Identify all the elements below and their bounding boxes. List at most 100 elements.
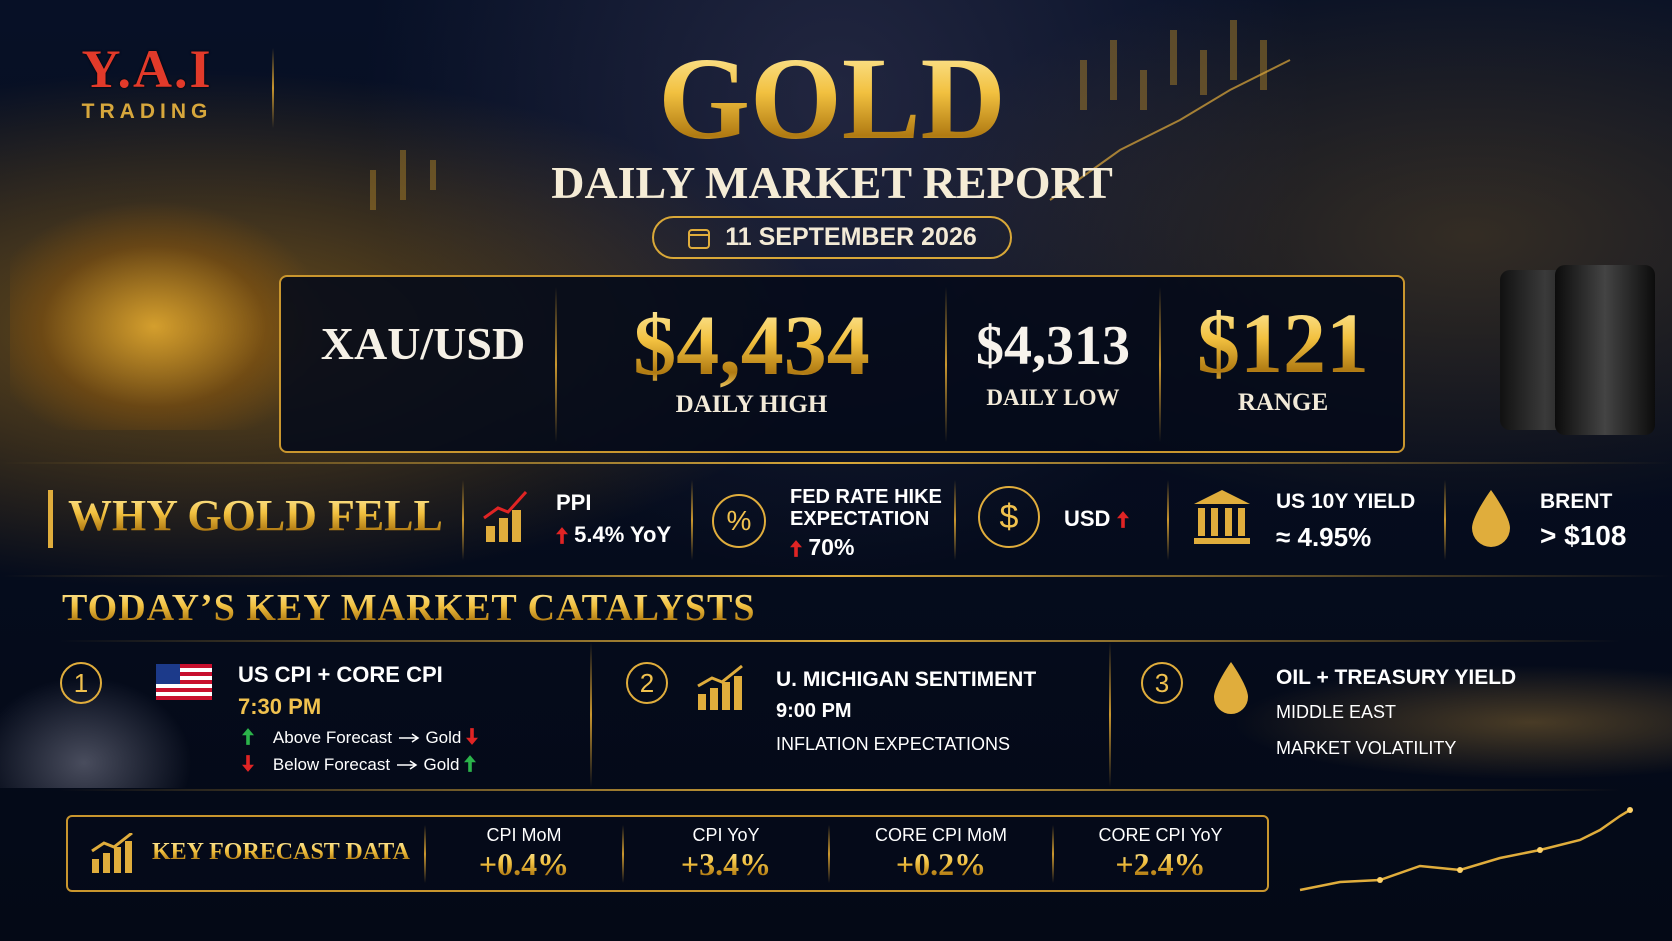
forecast-panel: KEY FORECAST DATA CPI MoM +0.4% CPI YoY +3… xyxy=(66,815,1269,892)
stat-value: $121 xyxy=(1161,297,1405,389)
calendar-icon xyxy=(688,228,711,249)
chart-icon xyxy=(697,664,743,710)
separator xyxy=(60,789,1620,791)
up-arrow xyxy=(790,540,802,557)
drop-icon xyxy=(1214,662,1248,714)
bank-icon xyxy=(1194,490,1250,544)
rule-result: Gold xyxy=(425,728,462,747)
background-candles xyxy=(370,20,1291,210)
separator xyxy=(0,575,1672,577)
logo: Y.A.I TRADING xyxy=(62,38,232,124)
factor: US 10Y YIELD ≈ 4.95% xyxy=(1192,486,1442,552)
price-panel: XAU/USD $4,434 DAILY HIGH $4,313 DAILY L… xyxy=(279,275,1405,453)
catalyst-time: 9:00 PM xyxy=(776,700,852,722)
factor-label: FED RATE HIKE EXPECTATION xyxy=(790,486,942,530)
factor-detail: 70% xyxy=(790,534,854,561)
catalyst: 3 OIL + TREASURY YIELD MIDDLE EAST MARKE… xyxy=(1111,642,1672,788)
forecast-item: CPI YoY +3.4% xyxy=(624,825,828,883)
up-arrow xyxy=(556,527,568,544)
forecast-value: +2.4% xyxy=(1054,846,1267,883)
divider xyxy=(555,287,557,442)
divider xyxy=(622,825,624,883)
decorative-trend xyxy=(1299,807,1633,892)
symbol: XAU/USD xyxy=(320,318,526,369)
why-title: WHY GOLD FELL xyxy=(68,491,443,540)
divider xyxy=(590,642,592,787)
rule-result: Gold xyxy=(423,755,460,774)
factor-detail-text: 70% xyxy=(808,534,855,560)
logo-brand: Y.A.I xyxy=(81,39,213,99)
catalyst-line: MARKET VOLATILITY xyxy=(1276,738,1457,758)
catalyst: 1 US CPI + CORE CPI 7:30 PM Above Foreca… xyxy=(0,642,590,788)
up-arrow xyxy=(242,728,254,745)
catalyst-title: US CPI + CORE CPI xyxy=(238,662,443,687)
date-pill: 11 SEPTEMBER 2026 xyxy=(652,216,1012,259)
down-arrow xyxy=(466,728,479,745)
barrel-art xyxy=(1555,265,1655,435)
forecast-label: CPI MoM xyxy=(486,825,562,845)
forecast-label: CPI YoY xyxy=(692,825,760,845)
forecast-item: CORE CPI YoY +2.4% xyxy=(1054,825,1267,883)
right-arrow xyxy=(396,760,418,770)
factor-detail: 5.4% YoY xyxy=(556,522,671,548)
up-arrow xyxy=(464,755,477,772)
down-arrow xyxy=(242,755,254,772)
catalyst-title: OIL + TREASURY YIELD xyxy=(1276,666,1517,689)
divider xyxy=(424,825,426,883)
rule-condition: Above Forecast xyxy=(272,728,392,747)
divider xyxy=(272,48,274,128)
catalyst: 2 U. MICHIGAN SENTIMENT 9:00 PM INFLATIO… xyxy=(592,642,1109,788)
stat: $4,313 DAILY LOW xyxy=(947,277,1159,411)
up-arrow xyxy=(1116,511,1129,528)
drop-icon xyxy=(1472,490,1510,547)
forecast-item: CORE CPI MoM +0.2% xyxy=(830,825,1052,883)
separator xyxy=(60,640,1620,642)
divider xyxy=(691,480,693,560)
stat-label: DAILY LOW xyxy=(986,385,1120,410)
logo-tagline: TRADING xyxy=(81,100,213,123)
forecast-label: CORE CPI MoM xyxy=(874,825,1007,845)
percent-icon: % xyxy=(712,494,766,548)
forecast-title: KEY FORECAST DATA xyxy=(152,839,410,865)
rule-condition: Below Forecast xyxy=(272,755,391,774)
accent-bar xyxy=(48,490,53,548)
factor: PPI 5.4% YoY xyxy=(482,486,682,552)
catalyst-number: 3 xyxy=(1141,662,1183,704)
chart-icon xyxy=(91,833,133,873)
stat-value: $4,434 xyxy=(557,299,946,391)
factor: BRENT > $108 xyxy=(1468,486,1668,552)
divider xyxy=(1052,825,1054,883)
divider xyxy=(828,825,830,883)
title: GOLD xyxy=(532,36,1132,161)
catalyst-number: 2 xyxy=(626,662,668,704)
catalyst-line: INFLATION EXPECTATIONS xyxy=(776,734,1011,754)
divider xyxy=(1109,642,1111,787)
stat: $121 RANGE xyxy=(1161,277,1405,417)
factor: % FED RATE HIKE EXPECTATION 70% xyxy=(710,484,950,560)
catalyst-number: 1 xyxy=(60,662,102,704)
us-flag xyxy=(156,664,212,700)
stat-value: $4,313 xyxy=(976,315,1130,377)
separator xyxy=(0,462,1672,464)
rule: Below Forecast Gold xyxy=(242,755,477,775)
factor-detail: ≈ 4.95% xyxy=(1276,522,1372,552)
divider xyxy=(954,480,956,560)
date: 11 SEPTEMBER 2026 xyxy=(725,223,977,251)
factor-label: USD xyxy=(1064,506,1129,532)
subtitle: DAILY MARKET REPORT xyxy=(551,157,1113,208)
stat: $4,434 DAILY HIGH xyxy=(557,277,946,419)
gold-bar-art xyxy=(10,200,330,430)
factor-detail-text: 5.4% YoY xyxy=(574,522,672,547)
catalyst-title: U. MICHIGAN SENTIMENT xyxy=(776,668,1037,691)
factor-label: BRENT xyxy=(1540,490,1613,513)
factor-label-text: USD xyxy=(1064,506,1111,531)
catalyst-line: MIDDLE EAST xyxy=(1276,702,1397,722)
catalyst-time: 7:30 PM xyxy=(238,694,322,719)
factor-label: PPI xyxy=(556,490,592,515)
forecast-value: +3.4% xyxy=(624,846,828,883)
forecast-value: +0.4% xyxy=(426,846,622,883)
divider xyxy=(1159,287,1161,442)
rule: Above Forecast Gold xyxy=(242,728,479,748)
stat-label: RANGE xyxy=(1237,389,1329,416)
stat-label: DAILY HIGH xyxy=(675,391,828,418)
